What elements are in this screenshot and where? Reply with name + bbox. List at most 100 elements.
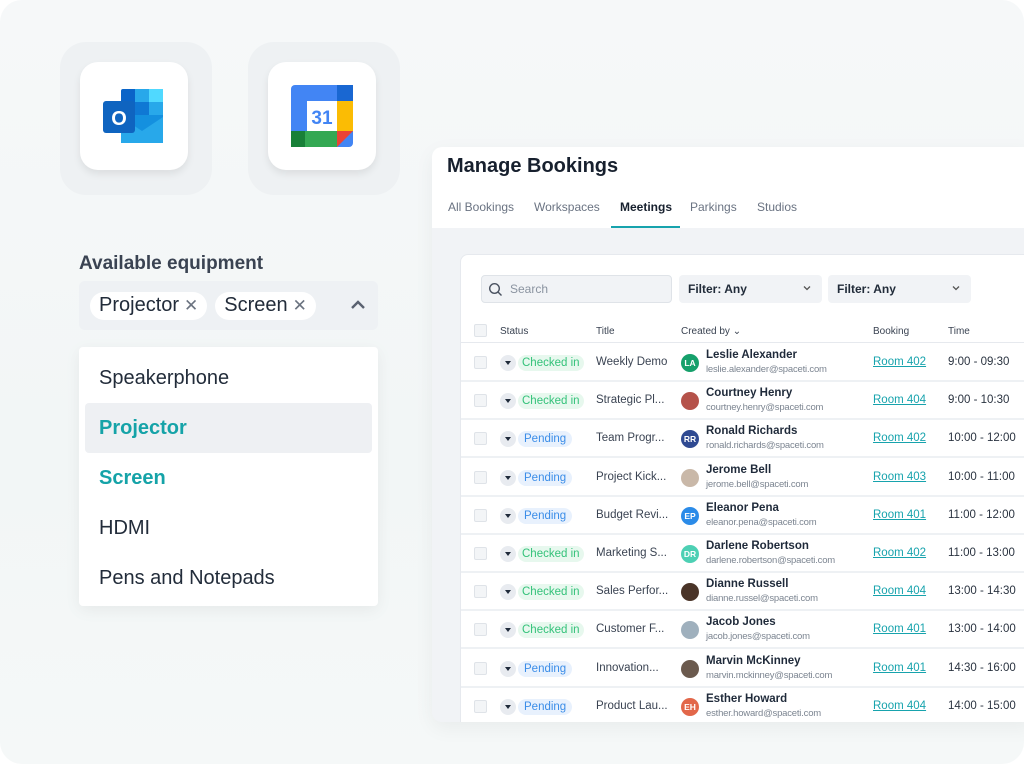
booking-title: Budget Revi... bbox=[596, 508, 669, 521]
row-checkbox[interactable] bbox=[474, 585, 487, 599]
select-all-checkbox[interactable] bbox=[474, 324, 487, 337]
row-checkbox[interactable] bbox=[474, 508, 487, 522]
filter-dropdown-1[interactable]: Filter: Any bbox=[679, 275, 822, 303]
chevron-down-icon bbox=[952, 286, 960, 291]
room-link[interactable]: Room 401 bbox=[873, 661, 927, 674]
table-row[interactable]: Pending Innovation... Marvin McKinney ma… bbox=[461, 650, 1024, 688]
column-time[interactable]: Time bbox=[948, 326, 970, 337]
column-title[interactable]: Title bbox=[596, 326, 615, 337]
avatar-initials: DR bbox=[683, 549, 697, 559]
booking-title: Marketing S... bbox=[596, 547, 667, 559]
page-title: Manage Bookings bbox=[447, 155, 619, 177]
avatar: DR bbox=[681, 545, 699, 563]
table-row[interactable]: Pending Product Lau... EH Esther Howard … bbox=[461, 688, 1024, 722]
table-row[interactable]: Pending Budget Revi... EP Eleanor Pena e… bbox=[461, 497, 1024, 535]
status-dropdown-icon[interactable] bbox=[500, 584, 516, 601]
outlook-tile[interactable]: O bbox=[60, 42, 212, 195]
row-checkbox[interactable] bbox=[474, 699, 487, 713]
creator-name: Jerome Bell bbox=[706, 463, 772, 476]
outlook-letter: O bbox=[111, 108, 127, 130]
creator-email: darlene.robertson@spaceti.com bbox=[706, 555, 835, 566]
equipment-select[interactable]: Projector ✕ Screen ✕ bbox=[79, 281, 378, 330]
row-checkbox[interactable] bbox=[474, 432, 487, 446]
tab-all-bookings[interactable]: All Bookings bbox=[448, 200, 515, 214]
tab-parkings[interactable]: Parkings bbox=[690, 200, 737, 214]
row-checkbox[interactable] bbox=[474, 470, 487, 484]
search-input[interactable]: Search bbox=[481, 275, 672, 303]
status-dropdown-icon[interactable] bbox=[500, 660, 516, 677]
status-dropdown-icon[interactable] bbox=[500, 355, 516, 371]
status-dropdown-icon[interactable] bbox=[500, 546, 516, 562]
booking-title: Innovation... bbox=[596, 661, 659, 674]
table-row[interactable]: Pending Team Progr... RR Ronald Richards… bbox=[461, 420, 1024, 459]
table-row[interactable]: Checked in Sales Perfor... Dianne Russel… bbox=[461, 573, 1024, 612]
room-link[interactable]: Room 404 bbox=[873, 585, 927, 598]
chip-label: Screen bbox=[224, 294, 288, 316]
chip-screen: Screen ✕ bbox=[215, 291, 316, 320]
status-dropdown-icon[interactable] bbox=[500, 469, 516, 486]
room-link[interactable]: Room 401 bbox=[873, 508, 927, 521]
remove-icon[interactable]: ✕ bbox=[292, 295, 307, 315]
calendar-day: 31 bbox=[311, 108, 333, 129]
avatar-initials: EP bbox=[684, 510, 696, 521]
booking-title: Project Kick... bbox=[596, 470, 667, 483]
table-row[interactable]: Checked in Strategic Pl... Courtney Henr… bbox=[461, 382, 1024, 421]
filter-dropdown-2[interactable]: Filter: Any bbox=[828, 275, 971, 303]
creator-email: marvin.mckinney@spaceti.com bbox=[706, 669, 833, 681]
room-link[interactable]: Room 404 bbox=[873, 394, 927, 407]
column-booking[interactable]: Booking bbox=[873, 326, 910, 337]
tab-workspaces[interactable]: Workspaces bbox=[534, 200, 600, 214]
chip-label: Projector bbox=[99, 294, 180, 316]
booking-title: Customer F... bbox=[596, 623, 665, 636]
bookings-table-card: Search Filter: Any Filter: Any Status Ti… bbox=[460, 254, 1024, 722]
room-link[interactable]: Room 403 bbox=[873, 470, 927, 483]
row-checkbox[interactable] bbox=[474, 394, 487, 408]
tab-studios[interactable]: Studios bbox=[757, 200, 798, 214]
status-badge: Pending bbox=[518, 698, 573, 715]
room-link[interactable]: Room 404 bbox=[873, 699, 927, 712]
status-dropdown-icon[interactable] bbox=[500, 431, 516, 448]
status-dropdown-icon[interactable] bbox=[500, 698, 516, 715]
table-row[interactable]: Pending Project Kick... Jerome Bell jero… bbox=[461, 459, 1024, 497]
column-status[interactable]: Status bbox=[500, 326, 529, 337]
room-link[interactable]: Room 402 bbox=[873, 356, 927, 368]
booking-time: 9:00 - 09:30 bbox=[948, 356, 1010, 368]
room-link[interactable]: Room 402 bbox=[873, 547, 927, 559]
tab-meetings[interactable]: Meetings bbox=[620, 200, 673, 214]
table-row[interactable]: Checked in Customer F... Jacob Jones jac… bbox=[461, 611, 1024, 650]
option-hdmi[interactable]: HDMI bbox=[99, 516, 151, 539]
room-link[interactable]: Room 402 bbox=[873, 432, 927, 445]
row-checkbox[interactable] bbox=[474, 356, 487, 369]
filter-label: Filter: Any bbox=[837, 282, 896, 296]
room-link[interactable]: Room 401 bbox=[873, 623, 927, 636]
option-screen[interactable]: Screen bbox=[99, 466, 166, 489]
booking-title: Product Lau... bbox=[596, 699, 668, 712]
option-pens-and-notepads[interactable]: Pens and Notepads bbox=[99, 566, 275, 589]
table-row[interactable]: Checked in Weekly Demo LA Leslie Alexand… bbox=[461, 344, 1024, 382]
remove-icon[interactable]: ✕ bbox=[184, 295, 199, 315]
table-header: Status Title Created by ⌄ Booking Time bbox=[461, 323, 1024, 343]
table-row[interactable]: Checked in Marketing S... DR Darlene Rob… bbox=[461, 535, 1024, 573]
creator-email: esther.howard@spaceti.com bbox=[706, 707, 822, 719]
google-calendar-tile[interactable]: 31 bbox=[248, 42, 400, 195]
column-created-by[interactable]: Created by ⌄ bbox=[681, 326, 741, 337]
status-dropdown-icon[interactable] bbox=[500, 393, 516, 410]
creator-email: leslie.alexander@spaceti.com bbox=[706, 364, 827, 375]
creator-name: Marvin McKinney bbox=[706, 654, 801, 667]
creator-name: Darlene Robertson bbox=[706, 540, 809, 552]
avatar: LA bbox=[681, 354, 699, 372]
status-dropdown-icon[interactable] bbox=[500, 507, 516, 524]
option-speakerphone[interactable]: Speakerphone bbox=[99, 366, 230, 389]
creator-name: Dianne Russell bbox=[706, 578, 789, 591]
chevron-up-icon[interactable] bbox=[348, 295, 368, 315]
row-checkbox[interactable] bbox=[474, 547, 487, 560]
option-projector[interactable]: Projector bbox=[85, 403, 372, 453]
row-checkbox[interactable] bbox=[474, 661, 487, 675]
row-checkbox[interactable] bbox=[474, 623, 487, 637]
search-placeholder: Search bbox=[510, 282, 549, 296]
avatar-initials: EH bbox=[684, 701, 696, 712]
status-dropdown-icon[interactable] bbox=[500, 622, 516, 639]
manage-bookings-panel: Manage Bookings All Bookings Workspaces … bbox=[432, 147, 1024, 722]
status-badge: Pending bbox=[518, 507, 573, 524]
booking-time: 14:30 - 16:00 bbox=[948, 661, 1016, 674]
